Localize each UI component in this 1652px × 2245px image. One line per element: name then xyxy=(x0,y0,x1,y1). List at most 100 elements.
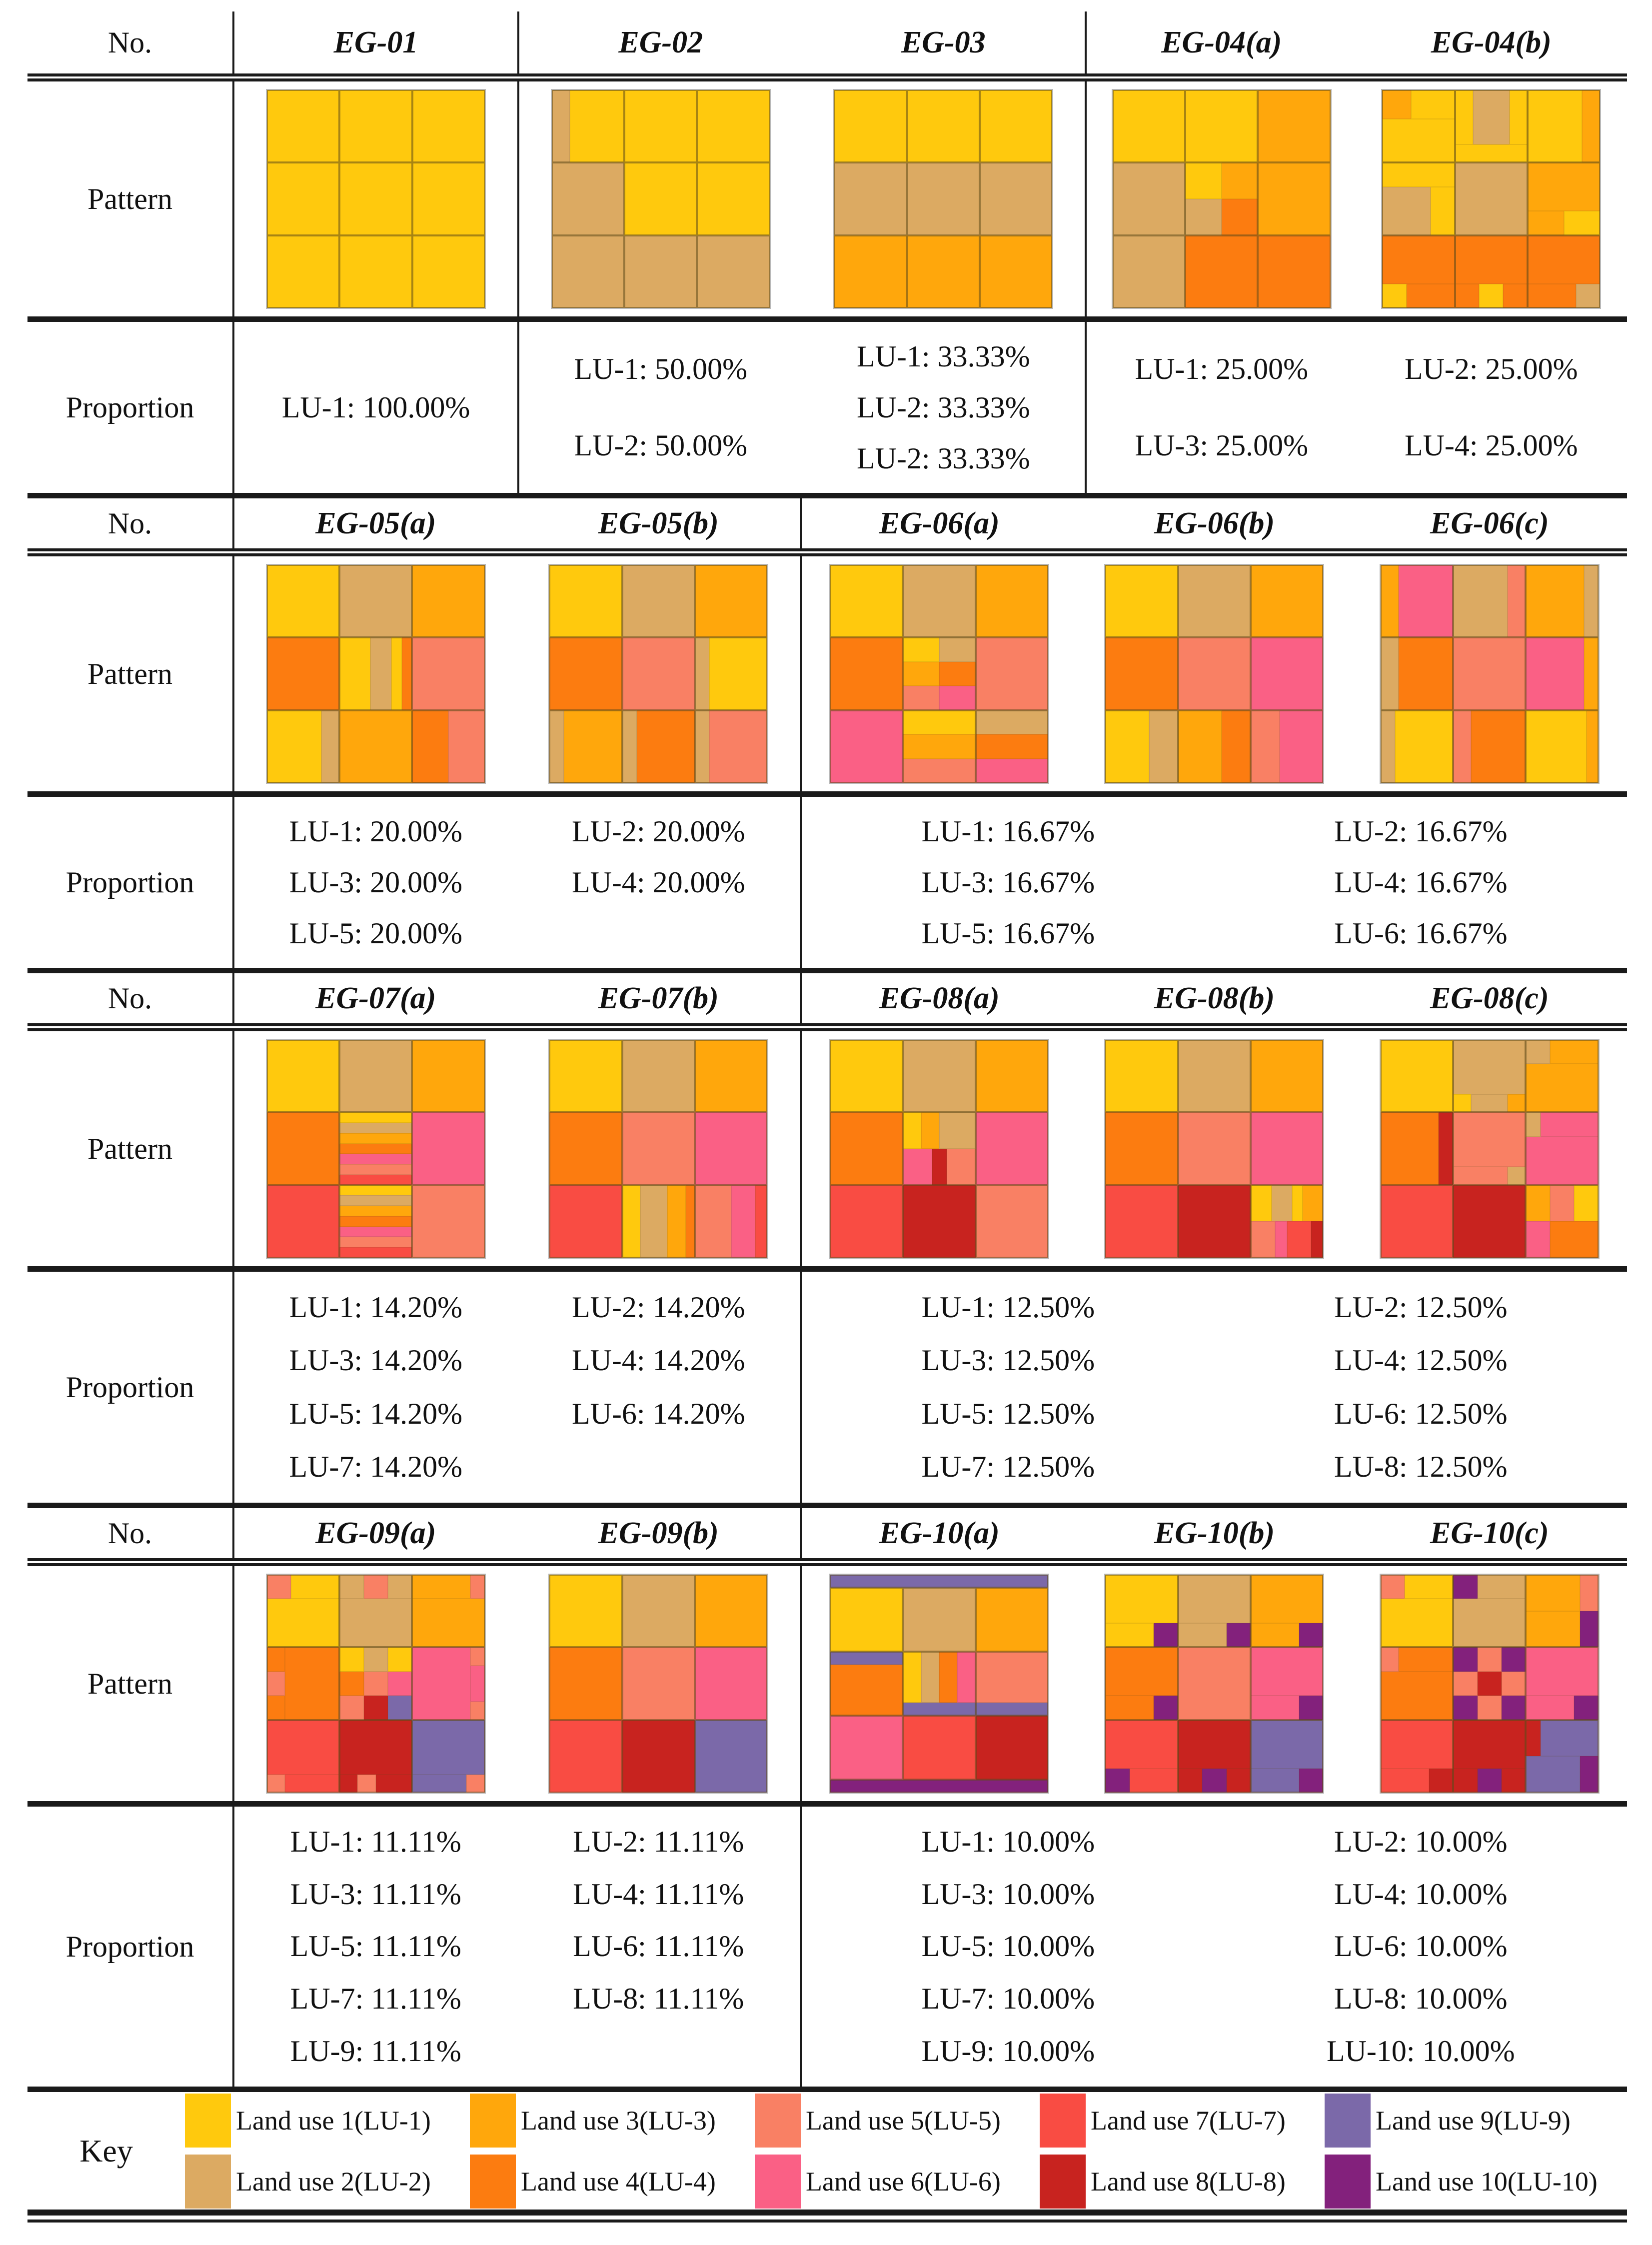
pattern-block-lu-2 xyxy=(1455,162,1528,235)
key-item-lu-5: Land use 5(LU-5) xyxy=(755,2093,1040,2148)
pattern-block-lu-2 xyxy=(1112,235,1186,308)
column-header-eg-10a: EG-10(a) xyxy=(802,1508,1077,1558)
pattern-block-lu-8 xyxy=(339,1774,358,1793)
pattern-block-lu-1 xyxy=(1405,1575,1454,1599)
pattern-slot-eg-06c xyxy=(1352,556,1627,791)
pattern-block-lu-3 xyxy=(339,710,412,783)
pattern-block-lu-7 xyxy=(755,1185,768,1258)
pattern-block-lu-4 xyxy=(1105,1112,1178,1185)
pattern-region xyxy=(267,235,485,308)
pattern-block-lu-8 xyxy=(1226,1768,1251,1793)
pattern-block-lu-3 xyxy=(1258,90,1331,163)
pattern-region xyxy=(1382,162,1601,235)
pattern-block-lu-1 xyxy=(387,1647,412,1672)
pattern-block-lu-6 xyxy=(1526,637,1584,710)
pattern-region xyxy=(339,1671,412,1696)
proportion-line: LU-9: 10.00% xyxy=(921,2035,1095,2068)
proportion-line: LU-8: 10.00% xyxy=(1334,1982,1508,2016)
group-4-proportion-row: Proportion LU-1: 11.11% LU-3: 11.11% LU-5: … xyxy=(27,1807,1627,2087)
pattern-block-lu-7 xyxy=(1105,1720,1178,1769)
pattern-block-lu-2 xyxy=(1149,710,1178,783)
pattern-region xyxy=(1105,1185,1324,1258)
pattern-block-lu-6 xyxy=(903,1149,932,1185)
pattern-region xyxy=(412,1720,485,1793)
pattern-block-lu-3 xyxy=(1526,1185,1550,1222)
pattern-block-lu-2 xyxy=(1584,565,1599,638)
pattern-block-lu-7 xyxy=(1380,1720,1454,1769)
proportion-cell: LU-1: 16.67% LU-3: 16.67% LU-5: 16.67% LU-2… xyxy=(800,797,1627,968)
pattern-underline xyxy=(27,1266,1627,1272)
pattern-block-lu-4 xyxy=(266,637,340,710)
pattern-block-lu-5 xyxy=(1380,1647,1399,1672)
group-2-header-row: No. EG-05(a) EG-05(b) EG-06(a) EG-06(b) EG-06… xyxy=(27,498,1627,548)
pattern-block-lu-3 xyxy=(903,734,976,759)
pattern-region xyxy=(1453,1094,1526,1113)
pattern-block-lu-10 xyxy=(1299,1623,1324,1648)
pattern-block-lu-3 xyxy=(412,1575,470,1599)
pattern-region xyxy=(1526,1756,1599,1793)
pattern-block-lu-1 xyxy=(1526,710,1587,783)
pattern-region xyxy=(1251,1768,1324,1793)
pattern-block-lu-1 xyxy=(549,565,622,638)
pattern-eg-08c xyxy=(1379,1039,1600,1259)
proportion-cell: LU-1: 10.00% LU-3: 10.00% LU-5: 10.00% LU-7… xyxy=(800,1807,1627,2087)
pattern-region xyxy=(1251,1647,1324,1720)
pattern-block-lu-4 xyxy=(1105,1647,1178,1696)
header-cell: EG-08(a) EG-08(b) EG-08(c) xyxy=(800,973,1627,1023)
pattern-block-lu-6 xyxy=(387,1671,412,1696)
pattern-eg-09a xyxy=(265,1574,486,1794)
pattern-eg-05b xyxy=(548,564,769,784)
pattern-region xyxy=(1382,162,1455,235)
column-header-eg-01: EG-01 xyxy=(234,11,517,73)
pattern-eg-07b xyxy=(548,1039,769,1259)
pattern-block-lu-3 xyxy=(564,710,622,783)
proportion-stack: LU-2: 10.00% LU-4: 10.00% LU-6: 10.00% LU-8… xyxy=(1215,1816,1628,2078)
proportion-line: LU-4: 12.50% xyxy=(1334,1344,1508,1377)
key-swatch-lu-5 xyxy=(755,2093,801,2148)
pattern-eg-08a xyxy=(829,1039,1050,1259)
pattern-block-lu-2 xyxy=(551,90,570,163)
proportion-line: LU-10: 10.00% xyxy=(1326,2035,1515,2068)
pattern-block-lu-8 xyxy=(1526,1720,1541,1757)
column-header-eg-07a: EG-07(a) xyxy=(234,973,517,1023)
proportion-line: LU-5: 16.67% xyxy=(921,916,1095,950)
pattern-block-lu-1 xyxy=(834,90,907,163)
pattern-region xyxy=(266,565,485,638)
pattern-slot-eg-10b xyxy=(1077,1566,1352,1801)
pattern-region xyxy=(1453,565,1526,638)
proportion-line: LU-2: 25.00% xyxy=(1404,352,1578,385)
pattern-cell-group xyxy=(234,1566,800,1801)
key-column: Land use 3(LU-3) Land use 4(LU-4) xyxy=(470,2093,755,2209)
pattern-block-lu-2 xyxy=(1453,565,1508,638)
pattern-block-lu-6 xyxy=(1251,637,1324,710)
key-swatch-lu-7 xyxy=(1040,2093,1086,2148)
pattern-block-lu-6 xyxy=(412,1112,485,1185)
pattern-block-lu-2 xyxy=(339,1123,412,1133)
column-header-label: EG-08(c) xyxy=(1430,981,1549,1015)
pattern-block-lu-10 xyxy=(1299,1768,1324,1793)
pattern-region xyxy=(1178,710,1251,783)
pattern-region xyxy=(903,1149,976,1185)
pattern-block-lu-5 xyxy=(448,710,485,783)
proportion-line: LU-5: 14.20% xyxy=(289,1397,463,1430)
pattern-region xyxy=(1185,199,1258,235)
pattern-region xyxy=(266,1720,485,1793)
pattern-block-lu-1 xyxy=(549,1575,622,1648)
pattern-block-lu-4 xyxy=(1550,1221,1599,1258)
pattern-region xyxy=(903,637,976,662)
pattern-block-lu-2 xyxy=(979,162,1053,235)
pattern-region xyxy=(549,1185,768,1258)
pattern-region xyxy=(1380,1575,1454,1599)
key-item-label: Land use 8(LU-8) xyxy=(1091,2166,1286,2197)
column-header-eg-04b: EG-04(b) xyxy=(1357,11,1627,73)
group-4-pattern-row: Pattern xyxy=(27,1566,1627,1801)
pattern-region xyxy=(1380,565,1599,638)
pattern-block-lu-2 xyxy=(551,162,625,235)
proportion-line: LU-3: 16.67% xyxy=(921,865,1095,899)
pattern-region xyxy=(266,1112,485,1185)
proportion-line: LU-6: 16.67% xyxy=(1334,916,1508,950)
proportion-line: LU-1: 33.33% xyxy=(856,339,1030,373)
pattern-region xyxy=(1251,1221,1324,1258)
pattern-block-lu-1 xyxy=(1382,283,1407,308)
pattern-region xyxy=(549,1040,768,1113)
